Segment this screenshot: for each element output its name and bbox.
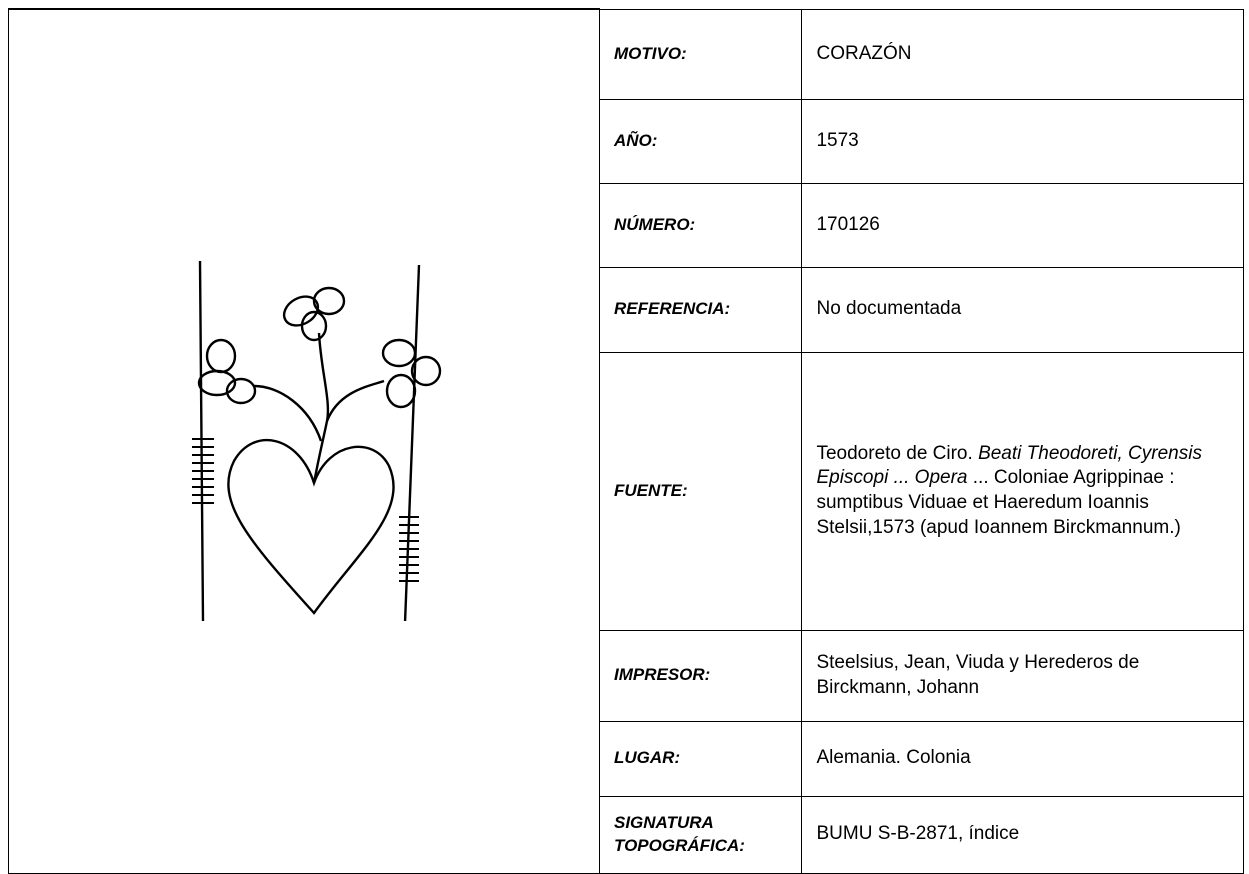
field-label: NÚMERO: xyxy=(598,182,803,268)
watermark-drawing xyxy=(192,261,442,622)
field-label: LUGAR: xyxy=(598,720,803,797)
record-table: MOTIVO: CORAZÓN AÑO: 1573 NÚMERO: 170126 RE… xyxy=(8,8,1244,874)
field-label: IMPRESOR: xyxy=(598,629,803,722)
field-value: BUMU S-B-2871, índice xyxy=(801,795,1244,874)
field-label: MOTIVO: xyxy=(598,8,803,100)
field-label: FUENTE: xyxy=(598,351,803,631)
text-part: Teodoreto de Ciro. xyxy=(816,442,979,464)
field-label: AÑO: xyxy=(598,98,803,184)
field-value: Steelsius, Jean, Viuda y Herederos de Bi… xyxy=(801,629,1244,722)
text-part: ... Coloniae Agrippinae : sumptibus Vidu… xyxy=(816,467,1181,538)
field-value: 1573 xyxy=(801,98,1244,184)
field-value: Alemania. Colonia xyxy=(801,720,1244,797)
field-label: SIGNATURA TOPOGRÁFICA: xyxy=(598,795,803,874)
field-label: REFERENCIA: xyxy=(598,266,803,353)
field-value: No documentada xyxy=(801,266,1244,353)
field-value: 170126 xyxy=(801,182,1244,268)
text-part-italic: Beati Theodoreti, Cyrensis Episcopi ... … xyxy=(816,442,1202,489)
field-value: Teodoreto de Ciro. Beati Theodoreti, Cyr… xyxy=(801,351,1244,631)
field-value: CORAZÓN xyxy=(801,8,1244,100)
watermark-cell xyxy=(8,8,600,874)
